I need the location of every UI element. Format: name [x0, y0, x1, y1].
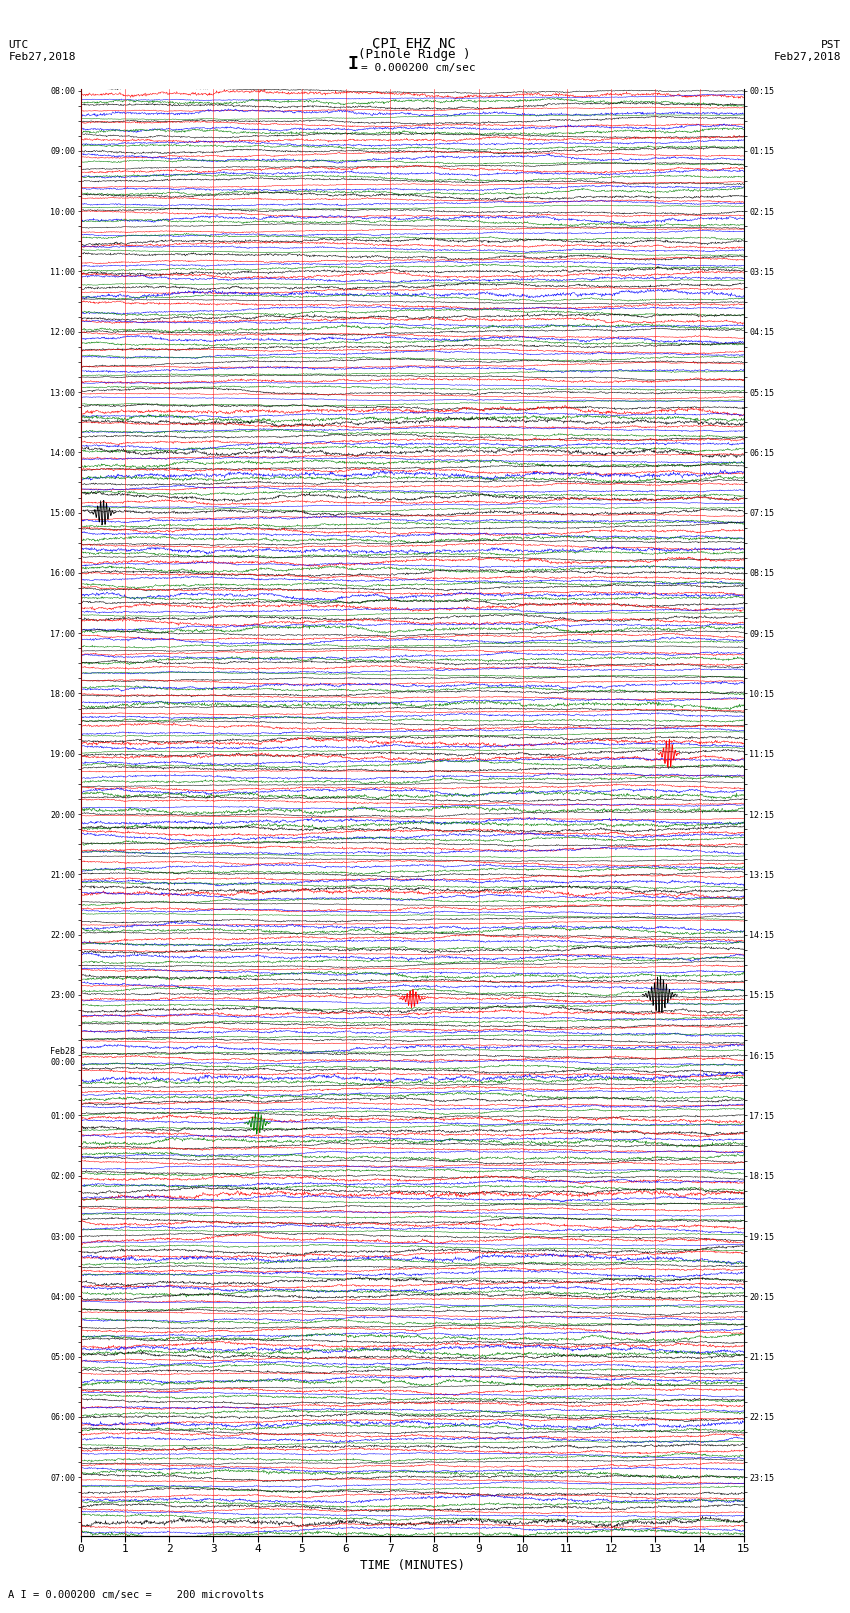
Text: Feb27,2018: Feb27,2018	[8, 52, 76, 61]
Text: A I = 0.000200 cm/sec =    200 microvolts: A I = 0.000200 cm/sec = 200 microvolts	[8, 1590, 264, 1600]
Text: Feb27,2018: Feb27,2018	[774, 52, 842, 61]
Text: CPI EHZ NC: CPI EHZ NC	[372, 37, 456, 50]
Text: (Pinole Ridge ): (Pinole Ridge )	[358, 48, 470, 61]
Text: I: I	[348, 55, 358, 73]
Text: PST: PST	[821, 40, 842, 50]
Text: UTC: UTC	[8, 40, 29, 50]
X-axis label: TIME (MINUTES): TIME (MINUTES)	[360, 1560, 465, 1573]
Text: = 0.000200 cm/sec: = 0.000200 cm/sec	[361, 63, 476, 73]
